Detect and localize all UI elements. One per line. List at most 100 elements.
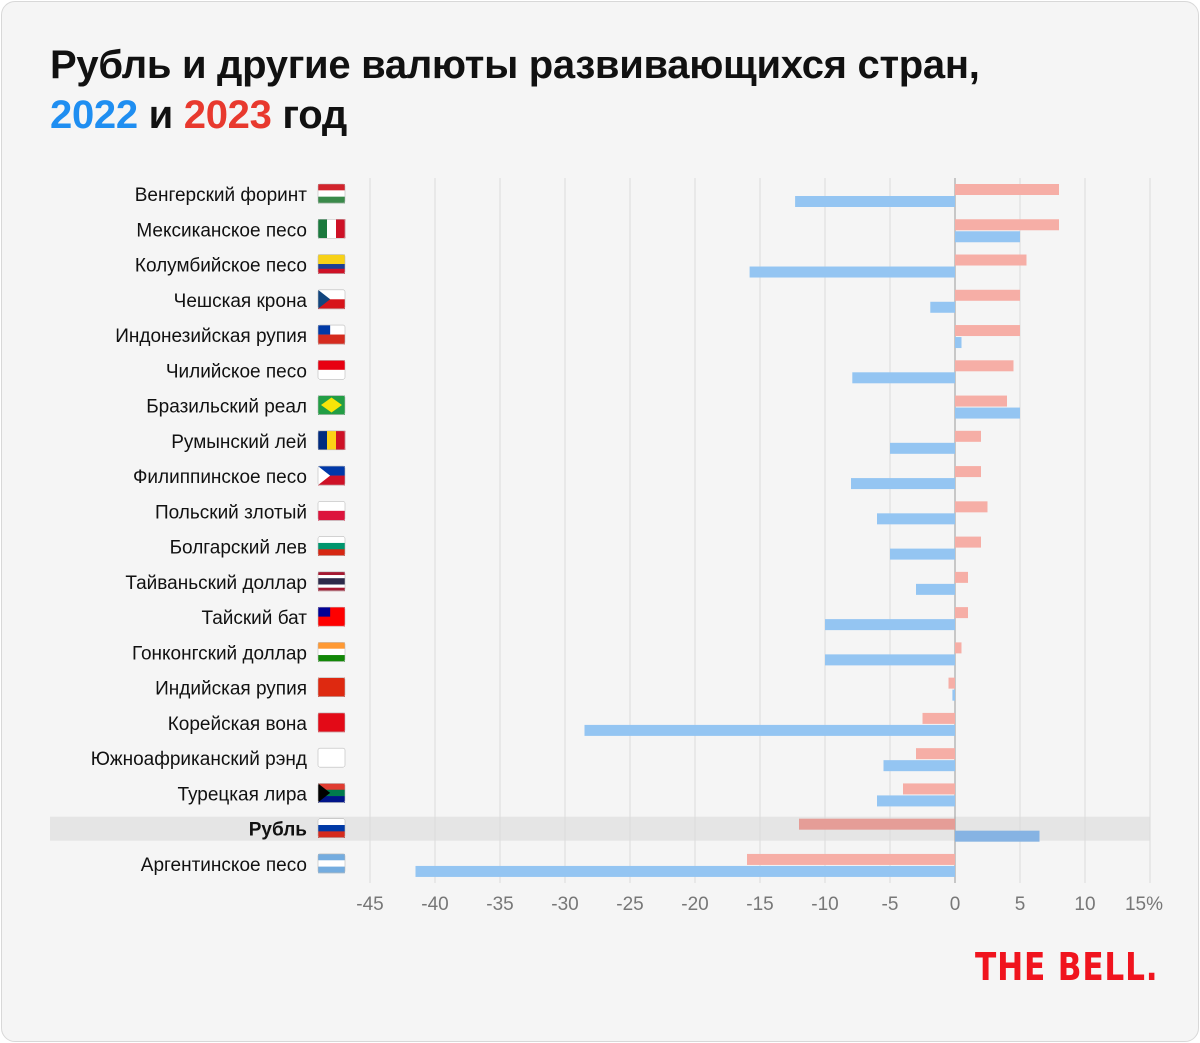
flag-stripe xyxy=(318,334,345,345)
flag-stripe xyxy=(318,264,345,270)
bar-2022 xyxy=(916,583,955,595)
bar-2022 xyxy=(955,407,1020,419)
flag-stripe xyxy=(318,677,345,697)
colombia-flag-icon xyxy=(317,254,346,274)
bar-2023 xyxy=(799,818,955,830)
x-tick-label: 0 xyxy=(950,894,961,915)
flag-border xyxy=(317,218,346,239)
bar-2023 xyxy=(955,289,1020,301)
category-label: Тайский бат xyxy=(201,608,307,629)
bar-2023 xyxy=(955,571,968,583)
bar-2023 xyxy=(955,536,981,548)
flag-border xyxy=(317,783,346,803)
bar-2023 xyxy=(955,430,981,442)
romania-flag-icon xyxy=(317,430,346,451)
flag-stripe xyxy=(318,196,345,204)
category-label: Мексиканское песо xyxy=(136,220,307,241)
flag-border xyxy=(317,254,346,274)
flag-border xyxy=(317,324,346,345)
bar-2022 xyxy=(952,689,955,701)
flag-stripe xyxy=(318,190,345,197)
x-tick-label: -15 xyxy=(746,894,773,915)
category-label: Бразильский реал xyxy=(146,397,307,418)
flag-stripe xyxy=(318,475,345,486)
south-korea-flag-icon xyxy=(317,747,346,768)
flag-stripe xyxy=(318,549,345,556)
flag-stripe xyxy=(318,184,345,191)
bar-2023 xyxy=(955,501,988,513)
category-label: Гонконгский доллар xyxy=(132,643,307,664)
bar-2023 xyxy=(955,360,1014,372)
flag-stripe xyxy=(318,325,345,335)
flag-stripe xyxy=(318,430,328,450)
category-label: Венгерский форинт xyxy=(135,185,308,206)
flag-stripe xyxy=(318,642,345,650)
x-tick-label: -5 xyxy=(882,894,899,915)
category-label: Польский злотый xyxy=(155,502,307,523)
category-label: Колумбийское песо xyxy=(135,256,307,277)
india-flag-icon xyxy=(317,642,346,662)
category-label: Болгарский лев xyxy=(170,538,307,559)
bar-2023 xyxy=(955,607,968,619)
bar-2022 xyxy=(415,865,955,877)
flag-stripe xyxy=(318,536,345,544)
flag-stripe xyxy=(318,289,345,300)
flag-stripe xyxy=(318,648,345,656)
poland-flag-icon xyxy=(317,501,346,521)
chile-flag-icon xyxy=(317,324,346,345)
bar-2022 xyxy=(851,478,955,490)
flag-stripe xyxy=(318,571,345,576)
flag-stripe xyxy=(318,866,345,874)
flag-stripe xyxy=(336,430,346,450)
flag-stripe xyxy=(318,789,345,797)
argentina-flag-icon xyxy=(317,853,346,874)
flag-triangle xyxy=(318,466,331,486)
flag-stripe xyxy=(327,430,337,450)
title-and: и xyxy=(148,93,174,137)
taiwan-flag-icon xyxy=(317,606,346,627)
bar-2023 xyxy=(955,466,981,478)
flag-triangle xyxy=(318,289,331,309)
bar-2022 xyxy=(749,266,955,278)
x-tick-label: -40 xyxy=(421,894,448,915)
category-label: Турецкая лира xyxy=(177,784,307,805)
category-label: Корейская вона xyxy=(168,714,308,735)
category-label: Индонезийская рупия xyxy=(115,326,307,347)
flag-canton xyxy=(318,325,331,335)
flag-canton xyxy=(318,607,331,617)
flag-stripe xyxy=(318,268,345,274)
hong-kong-flag-icon xyxy=(317,677,346,697)
flag-stripe xyxy=(318,299,345,310)
flag-stripe xyxy=(318,712,345,733)
x-tick-label: 15% xyxy=(1125,894,1163,915)
flag-border xyxy=(317,465,346,486)
flag-border xyxy=(317,395,346,415)
flag-stripe xyxy=(318,783,345,791)
category-label: Южноафриканский рэнд xyxy=(91,749,307,770)
bar-2023 xyxy=(903,783,955,795)
flag-stripe xyxy=(318,254,345,260)
bar-2022 xyxy=(877,795,955,807)
category-label: Аргентинское песо xyxy=(141,855,307,876)
x-tick-label: -35 xyxy=(486,894,513,915)
south-africa-flag-icon xyxy=(317,783,346,803)
flag-border xyxy=(317,606,346,627)
turkey-flag-icon xyxy=(317,712,346,733)
bar-2022 xyxy=(890,442,955,454)
hungary-flag-icon xyxy=(317,183,346,204)
bar-2023 xyxy=(955,184,1059,195)
legend-2023: 2023 xyxy=(183,93,272,137)
category-label: Филиппинское песо xyxy=(133,467,307,488)
bar-2022 xyxy=(955,830,1040,842)
russia-flag-icon xyxy=(317,818,346,838)
flag-stripe xyxy=(318,259,345,265)
bar-2023 xyxy=(916,748,955,760)
flag-stripe xyxy=(318,796,345,803)
bar-2022 xyxy=(877,513,955,525)
flag-stripe xyxy=(318,825,345,832)
flag-border xyxy=(317,430,346,451)
bar-2023 xyxy=(955,395,1007,407)
czech-flag-icon xyxy=(317,289,346,310)
bar-2023 xyxy=(955,219,1059,231)
flag-border xyxy=(317,571,346,592)
